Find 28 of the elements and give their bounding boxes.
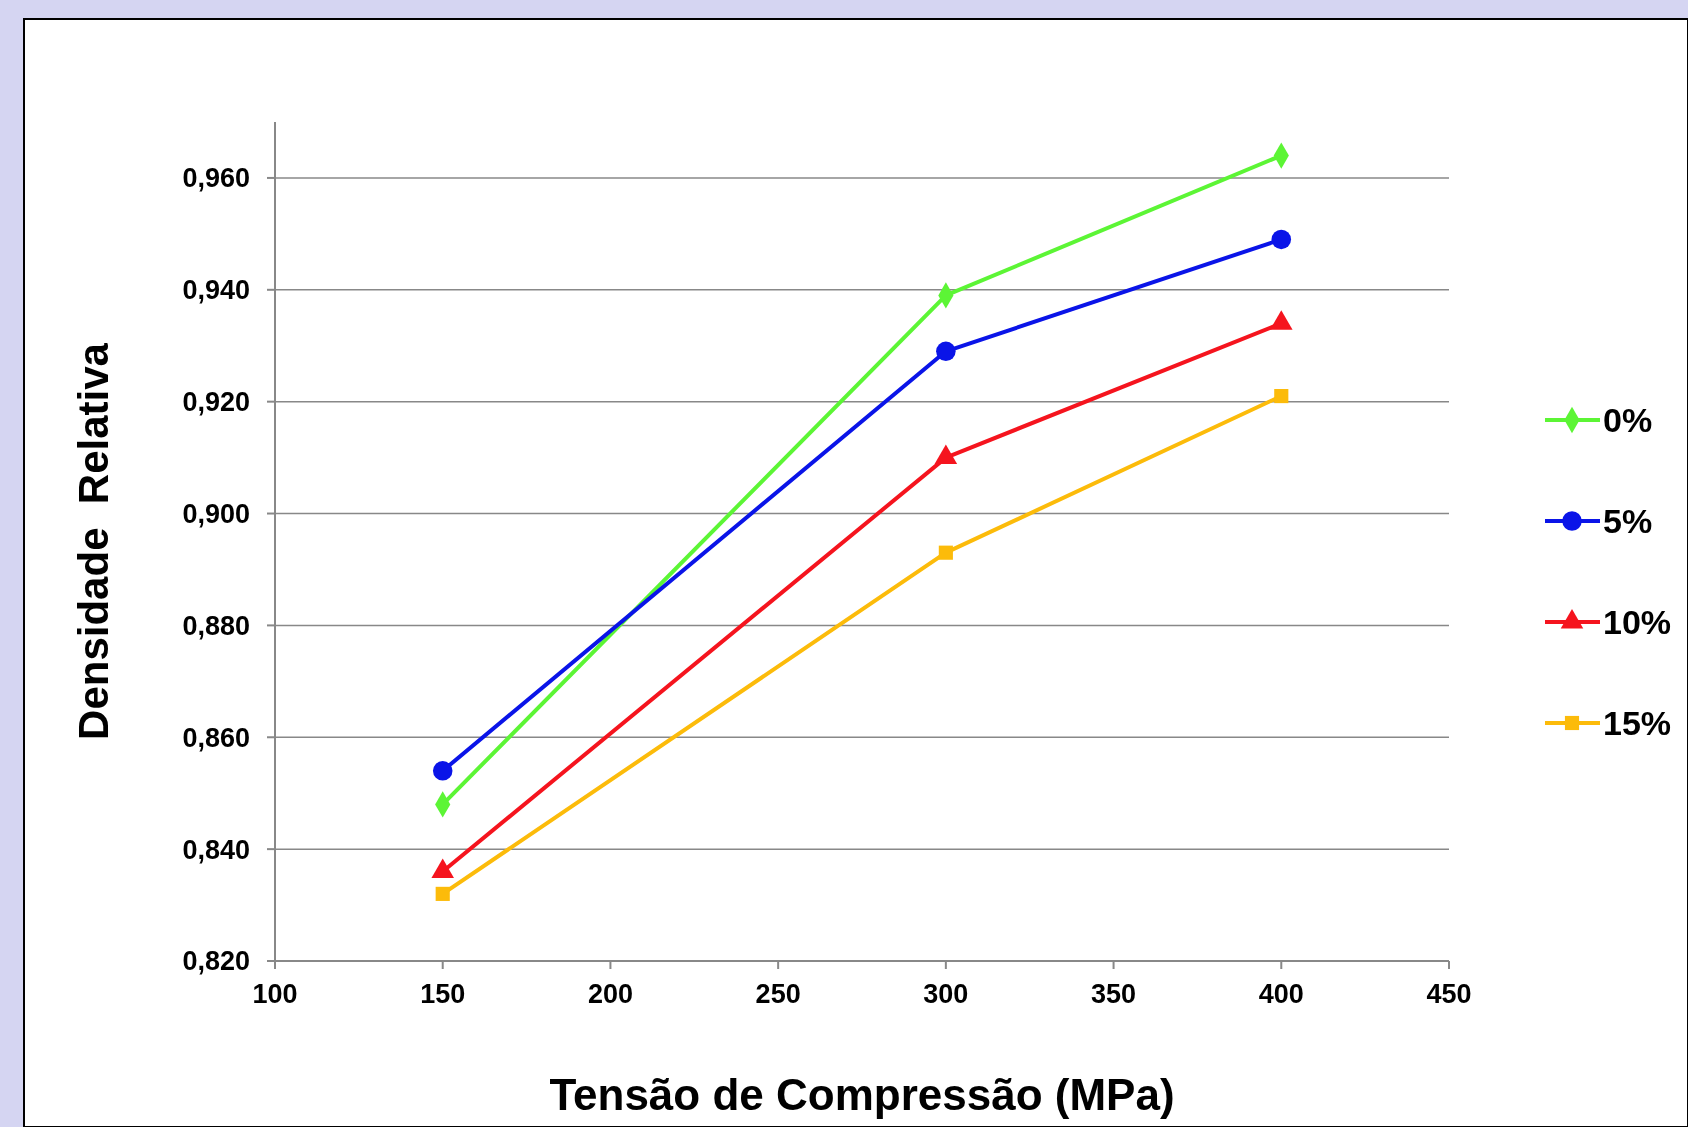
x-tick-label: 400 [1258, 979, 1304, 1009]
point [936, 341, 956, 362]
x-tick-label: 450 [1426, 979, 1472, 1009]
x-tick-label: 100 [252, 979, 298, 1009]
point [1271, 229, 1292, 250]
x-tick-label: 350 [1091, 979, 1137, 1009]
legend-label: 5% [1603, 501, 1653, 540]
y-tick-label: 0,920 [182, 387, 250, 418]
y-tick-label: 0,820 [182, 946, 250, 977]
x-tick-label: 200 [587, 979, 633, 1009]
y-tick-label: 0,900 [182, 498, 250, 529]
x-tick-label: 250 [755, 979, 801, 1009]
x-tick-label: 300 [923, 979, 969, 1009]
y-tick-label: 0,840 [182, 834, 250, 865]
point [1274, 389, 1289, 404]
x-tick-label: 150 [420, 979, 466, 1009]
legend-label: 10% [1603, 602, 1672, 641]
y-tick-label: 0,880 [182, 610, 250, 641]
legend-label: 0% [1603, 400, 1653, 439]
y-tick-label: 0,960 [182, 163, 250, 194]
point [938, 545, 953, 560]
point [432, 761, 453, 781]
x-axis-title: Tensão de Compressão (MPa) [549, 1070, 1175, 1119]
legend-label: 15% [1603, 703, 1672, 742]
y-axis-title: Densidade Relativa [70, 342, 117, 740]
point [435, 886, 450, 901]
y-tick-label: 0,860 [182, 722, 250, 753]
y-tick-label: 0,940 [182, 275, 250, 306]
